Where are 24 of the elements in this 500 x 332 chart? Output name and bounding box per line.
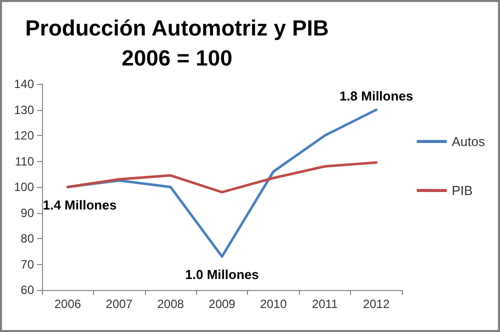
y-tick-label: 90 bbox=[20, 206, 34, 220]
legend-label: Autos bbox=[452, 134, 486, 149]
x-tick-label: 2008 bbox=[157, 297, 184, 311]
y-tick-label: 140 bbox=[14, 77, 34, 91]
line-series bbox=[66, 161, 378, 194]
y-tick-label: 110 bbox=[14, 154, 34, 168]
y-tick-label: 120 bbox=[14, 128, 34, 142]
annotation: 1.8 Millones bbox=[339, 88, 414, 104]
x-tick-label: 2011 bbox=[312, 297, 338, 311]
y-tick-label: 130 bbox=[14, 102, 34, 117]
y-tick-label: 70 bbox=[20, 257, 34, 272]
y-tick-label: 60 bbox=[20, 283, 34, 297]
x-tick-label: 2010 bbox=[260, 297, 288, 311]
x-tick-label: 2012 bbox=[362, 297, 390, 311]
legend-label: PIB bbox=[452, 183, 473, 198]
y-tick-label: 100 bbox=[14, 180, 34, 194]
annotation: 1.0 Millones bbox=[185, 267, 259, 282]
x-tick-label: 2009 bbox=[208, 297, 236, 311]
x-tick-label: 2006 bbox=[54, 297, 82, 311]
chart-subtitle: 2006 = 100 bbox=[122, 46, 232, 70]
annotation: 1.4 Millones bbox=[42, 198, 117, 212]
x-tick-label: 2007 bbox=[106, 297, 133, 311]
chart-title: Producción Automotriz y PIB bbox=[25, 16, 329, 40]
y-tick-label: 80 bbox=[20, 232, 34, 246]
